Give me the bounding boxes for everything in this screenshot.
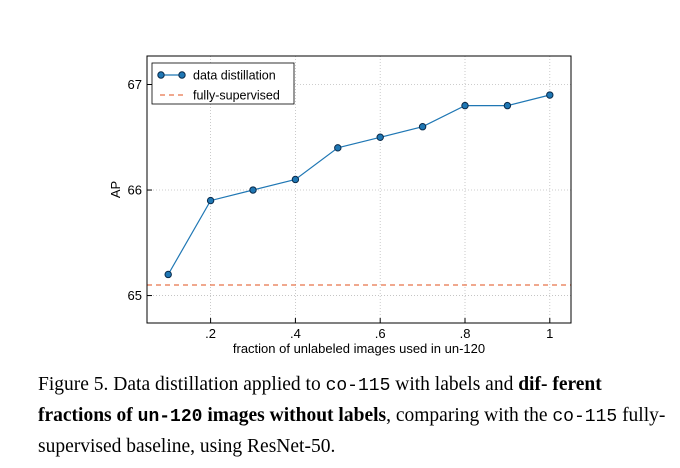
y-tick-label: 65 xyxy=(128,288,142,303)
caption-bold1: dif- ferent fractions of xyxy=(38,374,602,426)
legend-data-distillation-label: data distillation xyxy=(193,69,276,83)
data-point xyxy=(461,101,469,110)
data-point xyxy=(503,101,512,110)
data-point xyxy=(249,186,257,194)
data-distillation-series xyxy=(164,91,554,279)
y-tick-label: 67 xyxy=(128,77,142,92)
legend-box xyxy=(151,62,295,105)
legend-data-distillation-marker xyxy=(157,71,165,79)
data-point xyxy=(546,91,554,99)
grid-lines xyxy=(147,56,571,323)
caption-bold: dif- ferent fractions of un-120 images w… xyxy=(38,374,602,427)
x-axis-label: fraction of unlabeled images used in un-… xyxy=(233,341,485,356)
legend-data-distillation-marker xyxy=(178,71,186,79)
figure-caption: Figure 5. Data distillation applied to c… xyxy=(38,370,668,461)
caption-code-co115: co-115 xyxy=(325,376,391,396)
x-tick-label: .2 xyxy=(205,326,216,341)
chart: .2 .4 .6 .8 1 65 66 67 fraction of unlabeled im… xyxy=(108,55,572,356)
x-tick-label: 1 xyxy=(546,326,553,341)
caption-tail: fully-supervised baseline, using ResNet-… xyxy=(38,405,666,457)
data-point xyxy=(334,144,342,152)
x-tick-label: .6 xyxy=(375,326,386,341)
y-tick-label: 66 xyxy=(128,183,142,198)
legend-fully-supervised-label: fully-supervised xyxy=(193,89,280,103)
data-point xyxy=(418,123,427,131)
x-tick-label: .8 xyxy=(460,326,471,341)
plot-frame xyxy=(146,55,572,324)
data-distillation-line xyxy=(167,94,550,275)
caption-mid2: , comparing with the xyxy=(386,405,553,426)
x-tick-label: .4 xyxy=(290,326,301,341)
data-point xyxy=(206,196,215,205)
data-point xyxy=(291,175,300,184)
axis-ticks: .2 .4 .6 .8 1 65 66 67 xyxy=(128,77,554,341)
y-axis-label: AP xyxy=(108,181,123,198)
caption-lead: Figure 5. Data distillation applied to xyxy=(38,374,326,395)
legend: data distillation fully-supervised xyxy=(151,62,295,105)
caption-bold2: images without labels xyxy=(202,405,387,426)
data-point xyxy=(376,133,384,141)
caption-code-un120: un-120 xyxy=(137,407,203,427)
caption-code-co115-2: co-115 xyxy=(552,407,618,427)
data-point xyxy=(164,270,172,279)
caption-mid1: with labels and xyxy=(390,374,519,395)
